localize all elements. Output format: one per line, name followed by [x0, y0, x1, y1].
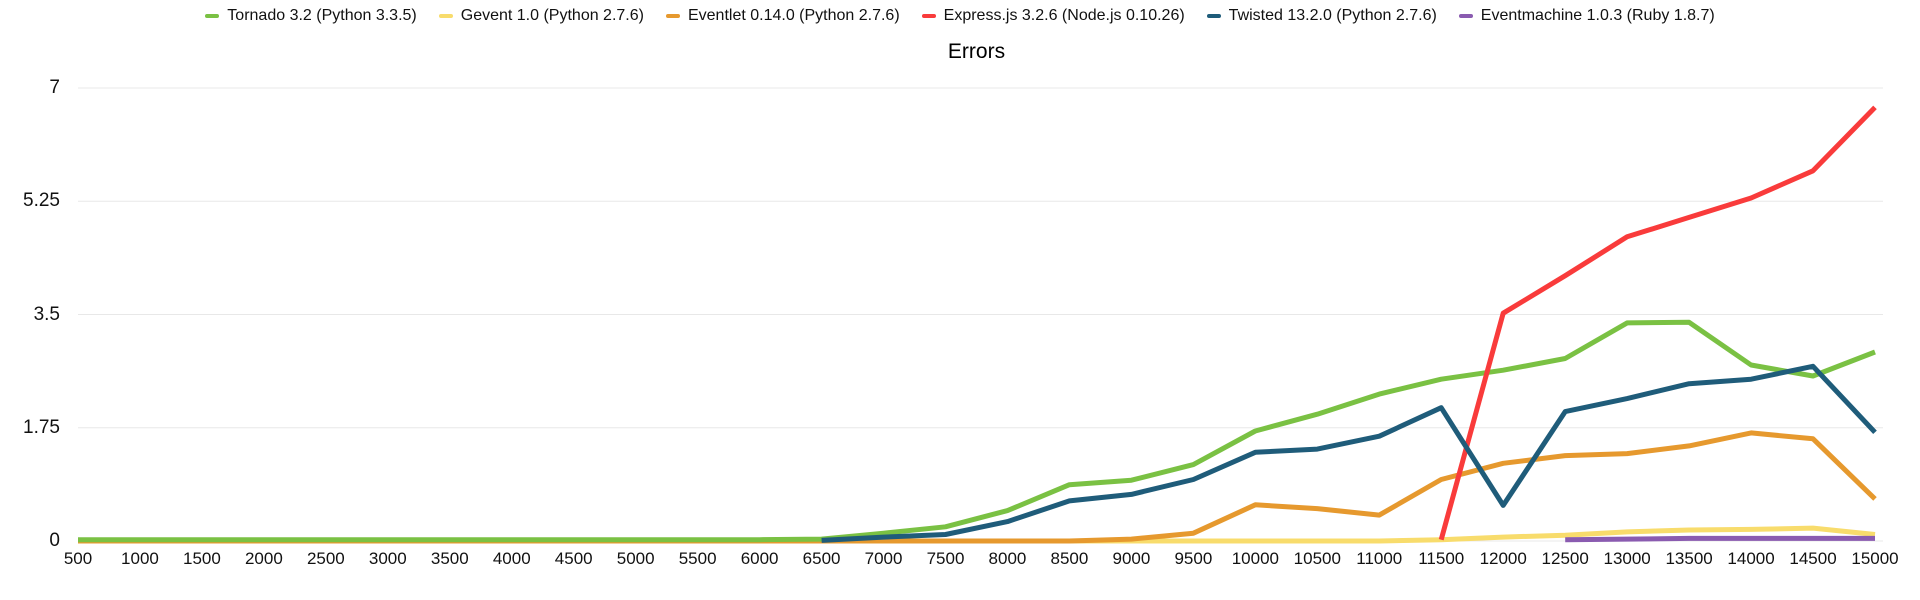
x-tick-label: 8500 [1050, 549, 1089, 568]
x-tick-label: 4500 [554, 549, 593, 568]
x-tick-label: 3500 [430, 549, 469, 568]
y-tick-label: 1.75 [23, 416, 60, 438]
legend-item-3[interactable]: Express.js 3.2.6 (Node.js 0.10.26) [921, 7, 1185, 25]
legend-label: Gevent 1.0 (Python 2.7.6) [460, 7, 644, 24]
legend-swatch-icon [665, 14, 680, 18]
legend-label: Eventmachine 1.0.3 (Ruby 1.8.7) [1480, 7, 1715, 24]
x-tick-label: 3000 [368, 549, 407, 568]
x-tick-label: 15000 [1851, 549, 1899, 568]
x-tick-label: 500 [63, 549, 93, 568]
chart-legend: Tornado 3.2 (Python 3.3.5) Gevent 1.0 (Py… [0, 5, 1920, 27]
x-tick-label: 11000 [1356, 549, 1403, 568]
legend-swatch-icon [205, 14, 220, 18]
chart-title: Errors [947, 40, 1006, 63]
legend-label: Tornado 3.2 (Python 3.3.5) [227, 7, 417, 24]
x-tick-label: 10000 [1231, 549, 1279, 568]
x-tick-label: 2500 [306, 549, 345, 568]
x-tick-label: 5000 [616, 549, 655, 568]
legend-item-4[interactable]: Twisted 13.2.0 (Python 2.7.6) [1206, 7, 1437, 25]
legend-swatch-icon [438, 14, 453, 18]
x-tick-label: 6500 [802, 549, 841, 568]
x-tick-label: 14000 [1727, 549, 1775, 568]
legend-item-1[interactable]: Gevent 1.0 (Python 2.7.6) [438, 7, 644, 25]
y-tick-label: 0 [49, 530, 60, 551]
x-tick-label: 8000 [988, 549, 1027, 568]
x-tick-label: 11500 [1418, 549, 1465, 568]
series-line-0 [78, 319, 1876, 543]
legend-label: Eventlet 0.14.0 (Python 2.7.6) [687, 7, 900, 24]
x-tick-label: 7500 [926, 549, 965, 568]
legend-item-5[interactable]: Eventmachine 1.0.3 (Ruby 1.8.7) [1458, 7, 1715, 25]
x-tick-label: 5500 [678, 549, 717, 568]
x-tick-label: 1000 [121, 549, 159, 568]
x-tick-label: 10500 [1293, 549, 1341, 568]
x-tick-label: 12000 [1479, 549, 1527, 568]
x-tick-label: 4000 [492, 549, 531, 568]
series-line-5 [1565, 535, 1875, 543]
x-tick-label: 6000 [740, 549, 779, 568]
x-tick-label: 9500 [1174, 549, 1213, 568]
legend-swatch-icon [1458, 14, 1473, 18]
x-tick-label: 2000 [244, 549, 283, 568]
x-tick-label: 14500 [1789, 549, 1837, 568]
legend-label: Express.js 3.2.6 (Node.js 0.10.26) [943, 7, 1185, 24]
series-line-4 [821, 363, 1877, 543]
legend-swatch-icon [1206, 14, 1221, 18]
legend-item-2[interactable]: Eventlet 0.14.0 (Python 2.7.6) [665, 7, 900, 25]
x-tick-label: 9000 [1112, 549, 1151, 568]
series-line-3 [1438, 105, 1877, 541]
x-tick-label: 12500 [1541, 549, 1589, 568]
x-tick-label: 1500 [183, 549, 221, 568]
legend-label: Twisted 13.2.0 (Python 2.7.6) [1228, 7, 1437, 24]
legend-swatch-icon [921, 14, 936, 18]
y-tick-label: 3.5 [33, 303, 60, 325]
y-tick-label: 7 [49, 77, 60, 98]
x-tick-label: 13000 [1603, 549, 1651, 568]
x-tick-label: 7000 [864, 549, 903, 568]
x-tick-label: 13500 [1665, 549, 1713, 568]
y-tick-label: 5.25 [23, 190, 60, 212]
series-line-2 [78, 430, 1877, 544]
legend-item-0[interactable]: Tornado 3.2 (Python 3.3.5) [205, 7, 417, 25]
